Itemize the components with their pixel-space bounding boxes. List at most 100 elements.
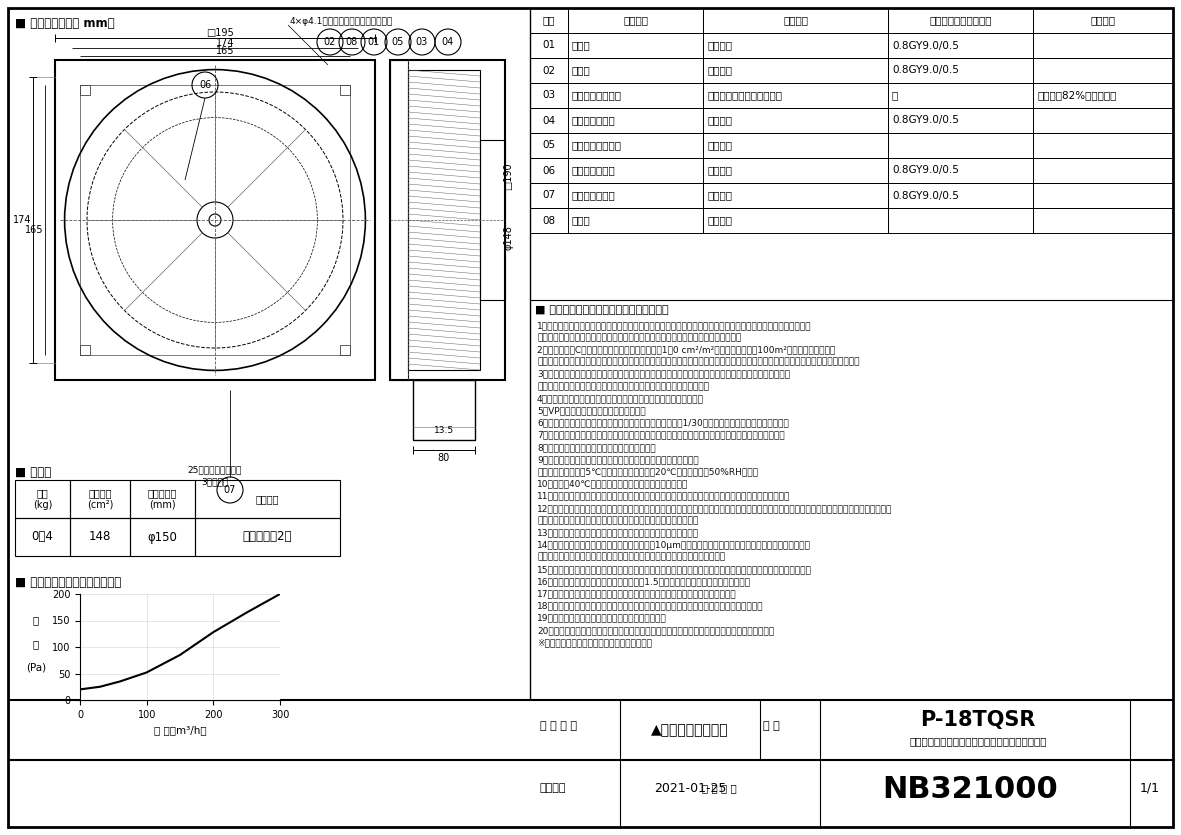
Text: 01: 01 bbox=[542, 41, 555, 50]
Text: パネル動作機構部: パネル動作機構部 bbox=[572, 140, 622, 150]
Bar bbox=[568, 133, 703, 158]
Text: 材　　質: 材 質 bbox=[783, 16, 808, 26]
Text: 05: 05 bbox=[542, 140, 555, 150]
Bar bbox=[70, 480, 130, 518]
Text: 合成樹脂: 合成樹脂 bbox=[707, 165, 732, 175]
Bar bbox=[79, 84, 90, 94]
Text: 0.8GY9.0/0.5: 0.8GY9.0/0.5 bbox=[892, 65, 959, 75]
Bar bbox=[413, 380, 475, 440]
Text: 06: 06 bbox=[198, 80, 211, 90]
Text: 作成日付: 作成日付 bbox=[540, 783, 567, 793]
Text: 08: 08 bbox=[542, 215, 555, 225]
Bar bbox=[15, 480, 70, 518]
Text: 1/1: 1/1 bbox=[1140, 782, 1160, 794]
Bar bbox=[1033, 158, 1173, 183]
Text: 174: 174 bbox=[13, 215, 31, 225]
Text: φ150: φ150 bbox=[148, 530, 177, 544]
Bar bbox=[130, 518, 195, 556]
Text: 04: 04 bbox=[442, 37, 455, 47]
Bar bbox=[888, 183, 1033, 208]
Text: 0.8GY9.0/0.5: 0.8GY9.0/0.5 bbox=[892, 41, 959, 50]
Text: 品　　名: 品 名 bbox=[624, 16, 648, 26]
Bar bbox=[703, 33, 888, 58]
Bar bbox=[888, 158, 1033, 183]
Bar bbox=[888, 58, 1033, 83]
Text: 14．この製品はフィルターを有していますが、10μm以下の小さな粒子などは、通過するものがあります。: 14．この製品はフィルターを有していますが、10μm以下の小さな粒子などは、通過… bbox=[537, 540, 811, 549]
Bar bbox=[568, 158, 703, 183]
Text: (Pa): (Pa) bbox=[26, 662, 46, 672]
Text: 03: 03 bbox=[542, 90, 555, 100]
Text: 02: 02 bbox=[542, 65, 555, 75]
Bar bbox=[703, 108, 888, 133]
Bar bbox=[703, 58, 888, 83]
Text: 合成樹脂: 合成樹脂 bbox=[707, 190, 732, 200]
Text: 07: 07 bbox=[224, 485, 236, 495]
Bar bbox=[703, 158, 888, 183]
Text: 17．外気（冷気）氷入や雨水浸入、虫侵入の影響のない場所を選んでください。: 17．外気（冷気）氷入や雨水浸入、虫侵入の影響のない場所を選んでください。 bbox=[537, 590, 737, 599]
Bar bbox=[1033, 133, 1173, 158]
Text: 付属部品: 付属部品 bbox=[256, 494, 279, 504]
Text: □195: □195 bbox=[207, 28, 234, 38]
Text: 01: 01 bbox=[367, 37, 380, 47]
Text: 0.8GY9.0/0.5: 0.8GY9.0/0.5 bbox=[892, 115, 959, 125]
Text: 2．この製品はC値（床面積当たりの隙間面積）＝1．0 cm²/m²以下かつ床面積が100m²未満に推奨します。: 2．この製品はC値（床面積当たりの隙間面積）＝1．0 cm²/m²以下かつ床面積… bbox=[537, 346, 835, 354]
Text: フィルター押え: フィルター押え bbox=[572, 115, 615, 125]
Bar bbox=[1033, 58, 1173, 83]
Text: 第 三 角 法: 第 三 角 法 bbox=[540, 721, 578, 731]
Bar bbox=[340, 346, 351, 356]
Text: □190: □190 bbox=[503, 162, 513, 190]
Text: 4．据付けは安全上必ず図面の据付・取扱説明書に従ってください。: 4．据付けは安全上必ず図面の据付・取扱説明書に従ってください。 bbox=[537, 394, 704, 403]
Bar bbox=[568, 208, 703, 233]
Text: 10．高温（40℃以上）になる場所では使用できません。: 10．高温（40℃以上）になる場所では使用できません。 bbox=[537, 479, 689, 488]
Text: 整 理 番 号: 整 理 番 号 bbox=[702, 783, 737, 793]
Bar bbox=[568, 58, 703, 83]
Text: 148: 148 bbox=[89, 530, 111, 544]
Text: 19．屋外環境に適したフードを支度してください。: 19．屋外環境に適したフードを支度してください。 bbox=[537, 614, 667, 623]
Text: ■ 圧力損失特性（パネル全開）: ■ 圧力損失特性（パネル全開） bbox=[15, 576, 122, 589]
Text: パネル: パネル bbox=[572, 65, 590, 75]
Text: 02: 02 bbox=[324, 37, 337, 47]
Text: ※仕様は場合により変更することがあります。: ※仕様は場合により変更することがあります。 bbox=[537, 638, 652, 647]
Text: （炎の近さなどで一酸化炭素中毒をおこすことがあります。）: （炎の近さなどで一酸化炭素中毒をおこすことがあります。） bbox=[537, 516, 698, 525]
Text: レンジフードファンなどの換気扇とともに天井面に据付けて使用するものです。: レンジフードファンなどの換気扇とともに天井面に据付けて使用するものです。 bbox=[537, 333, 742, 342]
Text: （屋外温度が－5℃を下回りかつ室内温度20℃、室内湿度が50%RH以上）: （屋外温度が－5℃を下回りかつ室内温度20℃、室内湿度が50%RH以上） bbox=[537, 468, 758, 477]
Bar bbox=[530, 8, 568, 33]
Bar bbox=[1033, 183, 1173, 208]
Text: NB321000: NB321000 bbox=[882, 775, 1058, 804]
Bar bbox=[530, 33, 568, 58]
Text: 2021-01-25: 2021-01-25 bbox=[654, 782, 726, 794]
Text: 合成樹脂（カテキン入り）: 合成樹脂（カテキン入り） bbox=[707, 90, 782, 100]
Text: パッキン－2本: パッキン－2本 bbox=[243, 530, 292, 544]
Text: 05: 05 bbox=[392, 37, 404, 47]
Text: 165: 165 bbox=[25, 225, 43, 235]
Bar bbox=[70, 518, 130, 556]
Text: 0.8GY9.0/0.5: 0.8GY9.0/0.5 bbox=[892, 165, 959, 175]
Bar bbox=[1033, 108, 1173, 133]
Text: 16．火災警報器がある場合は、感知距から1.5ｍ離れたところに据付けてください。: 16．火災警報器がある場合は、感知距から1.5ｍ離れたところに据付けてください。 bbox=[537, 577, 751, 586]
Bar bbox=[888, 8, 1033, 33]
Bar bbox=[530, 158, 568, 183]
Bar bbox=[530, 208, 568, 233]
Bar bbox=[530, 58, 568, 83]
Bar bbox=[888, 208, 1033, 233]
Text: ▲三菱電機株式会社: ▲三菱電機株式会社 bbox=[651, 723, 729, 737]
Text: 13．フィルターのメンテナンスできる場所に据付けてください。: 13．フィルターのメンテナンスできる場所に据付けてください。 bbox=[537, 529, 699, 538]
Text: 165: 165 bbox=[216, 46, 234, 56]
Bar bbox=[530, 108, 568, 133]
Text: 0．4: 0．4 bbox=[32, 530, 53, 544]
Bar bbox=[407, 70, 479, 370]
Bar bbox=[390, 60, 505, 380]
Text: 本体枠: 本体枠 bbox=[572, 41, 590, 50]
Text: また、屋外（外気）の環境によっては天井（壁）を汚すことがあります。: また、屋外（外気）の環境によっては天井（壁）を汚すことがあります。 bbox=[537, 553, 725, 562]
Text: 圧: 圧 bbox=[33, 639, 39, 649]
Bar bbox=[479, 140, 505, 300]
Bar bbox=[79, 84, 351, 356]
Text: 4×φ4.1皿木ねじ据付用穴（溝肉部）: 4×φ4.1皿木ねじ据付用穴（溝肉部） bbox=[291, 18, 393, 27]
Bar bbox=[530, 83, 568, 108]
Text: 合成樹脂: 合成樹脂 bbox=[707, 215, 732, 225]
Bar bbox=[568, 108, 703, 133]
Text: 合成樹脂: 合成樹脂 bbox=[707, 41, 732, 50]
Text: ■ 設計・据付け・据付場所に関するご注意: ■ 設計・据付け・据付場所に関するご注意 bbox=[535, 305, 668, 315]
Text: 適用パイプ
(mm): 適用パイプ (mm) bbox=[148, 488, 177, 510]
Text: φ148: φ148 bbox=[503, 225, 513, 250]
